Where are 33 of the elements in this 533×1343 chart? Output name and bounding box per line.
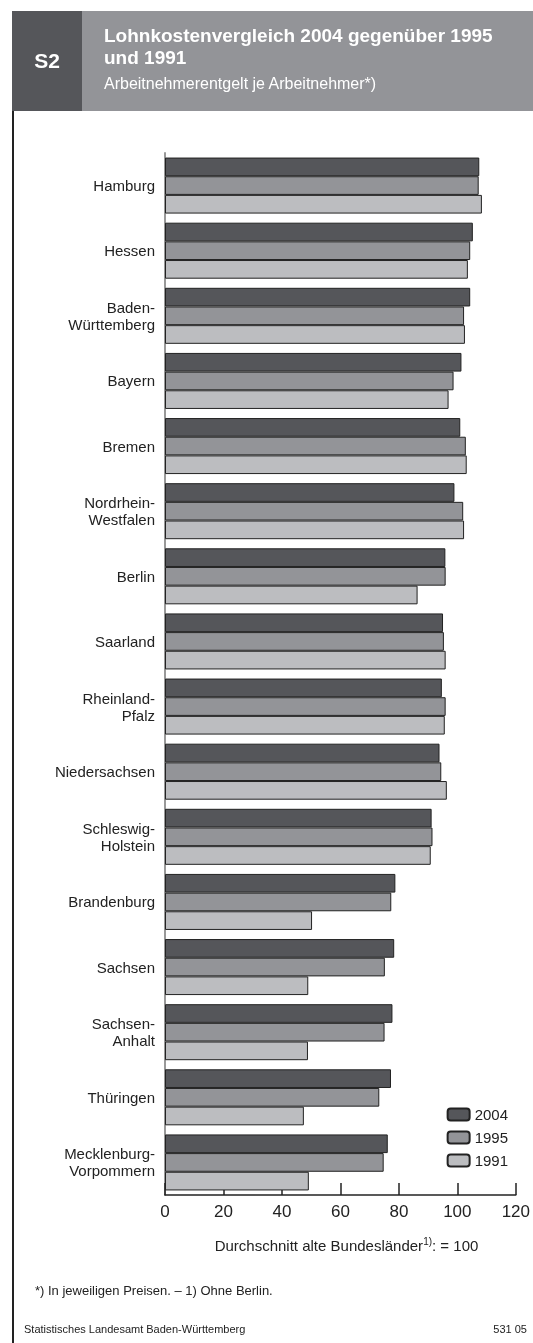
text: Statistisches Landesamt Baden-Württemberg [24,1323,246,1335]
x-tick-label: 40 [272,1202,292,1221]
legend-label: 2004 [474,1106,509,1123]
y-tick-label: Rheinland-Pfalz [82,689,155,724]
legend-label: 1995 [474,1129,509,1146]
y-tick-label: Schleswig-Holstein [82,819,155,854]
y-tick-label: Nordrhein-Westfalen [84,494,155,529]
text: 531 05 [493,1323,527,1335]
text: S2 [12,11,82,111]
text: *) In jeweiligen Preisen. – 1) Ohne Berlin. [35,1283,273,1298]
y-tick-label: Saarland [94,632,155,650]
y-tick-label: Berlin [116,567,155,585]
y-tick-label: Sachsen [96,958,155,976]
y-tick-label: Mecklenburg-Vorpommern [64,1145,155,1180]
y-tick-label: Bremen [102,437,155,455]
chart-subtitle: Arbeitnehmerentgelt je Arbeitnehmer*) [104,75,377,93]
y-tick-label: Niedersachsen [54,763,155,781]
chart-title: Lohnkostenvergleich 2004 gegenüber 1995 und 1991 [104,25,494,69]
y-tick-label: Hamburg [93,177,155,195]
legend-label: 1991 [474,1152,509,1169]
y-tick-label: Brandenburg [68,893,155,911]
x-tick-label: 100 [443,1202,472,1221]
x-tick-label: 0 [160,1202,170,1221]
x-axis-title: Durchschnitt alte Bundesländer$^{1)}$: = 100 [213,1236,480,1254]
x-tick-label: 60 [330,1202,350,1221]
y-tick-label: Bayern [107,372,155,390]
y-tick-label: Hessen [104,242,155,260]
x-tick-label: 120 [501,1202,531,1221]
y-tick-label: Baden-Württemberg [68,298,155,333]
x-tick-label: 20 [214,1202,233,1221]
y-tick-label: Thüringen [87,1088,155,1106]
x-tick-label: 80 [389,1202,409,1221]
y-tick-label: Sachsen-Anhalt [91,1015,156,1050]
